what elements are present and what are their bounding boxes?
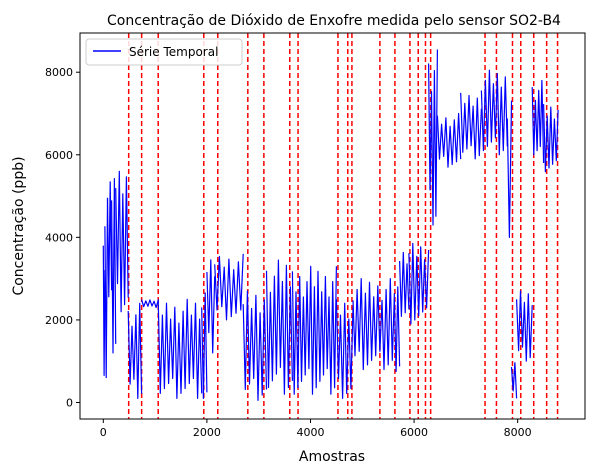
series-segment (104, 198, 109, 379)
series-segment (506, 100, 513, 238)
x-tick-label: 6000 (400, 426, 428, 439)
series-segment (106, 181, 113, 298)
y-tick-label: 8000 (45, 66, 73, 79)
x-tick-label: 0 (100, 426, 107, 439)
series-layer (102, 49, 559, 401)
series-segment (242, 290, 268, 401)
series-segment (265, 259, 293, 395)
series-segment (201, 292, 208, 399)
y-tick-label: 6000 (45, 149, 73, 162)
series-segment (335, 299, 354, 399)
series-segment (510, 362, 518, 399)
chart-title: Concentração de Dióxido de Enxofre medid… (107, 13, 561, 29)
series-segment (408, 242, 430, 325)
series-segment (214, 253, 244, 321)
x-axis: 0 2000 4000 6000 8000 (100, 419, 532, 439)
series-segment (543, 104, 559, 173)
legend-label: Série Temporal (129, 45, 218, 59)
x-tick-label: 4000 (296, 426, 324, 439)
legend: Série Temporal (85, 38, 243, 66)
y-axis-label: Concentração (ppb) (11, 156, 27, 295)
x-axis-label: Amostras (299, 449, 365, 465)
series-segment (516, 290, 533, 362)
series-segment (352, 278, 395, 371)
series-segment (393, 286, 401, 373)
series-segment (115, 170, 129, 313)
series-segment (291, 265, 337, 395)
series-segment (460, 92, 482, 160)
y-tick-label: 0 (66, 396, 73, 409)
series-segment (141, 299, 159, 309)
series-segment (157, 298, 203, 399)
series-segment (102, 245, 106, 376)
plot-area (79, 32, 586, 420)
series-segment (531, 79, 545, 164)
plot-frame (79, 32, 586, 420)
series-segment (206, 259, 216, 354)
series-segment (399, 251, 410, 317)
x-tick-label: 8000 (504, 426, 532, 439)
y-tick-label: 4000 (45, 231, 73, 244)
series-segment (436, 112, 462, 168)
series-segment (111, 178, 117, 354)
legend-box (85, 38, 243, 66)
series-segment (480, 69, 508, 156)
x-tick-label: 2000 (193, 426, 221, 439)
y-tick-label: 2000 (45, 314, 73, 327)
series-segment (127, 302, 143, 399)
series-segment (428, 49, 438, 226)
y-axis: 0 2000 4000 6000 8000 (45, 66, 80, 409)
